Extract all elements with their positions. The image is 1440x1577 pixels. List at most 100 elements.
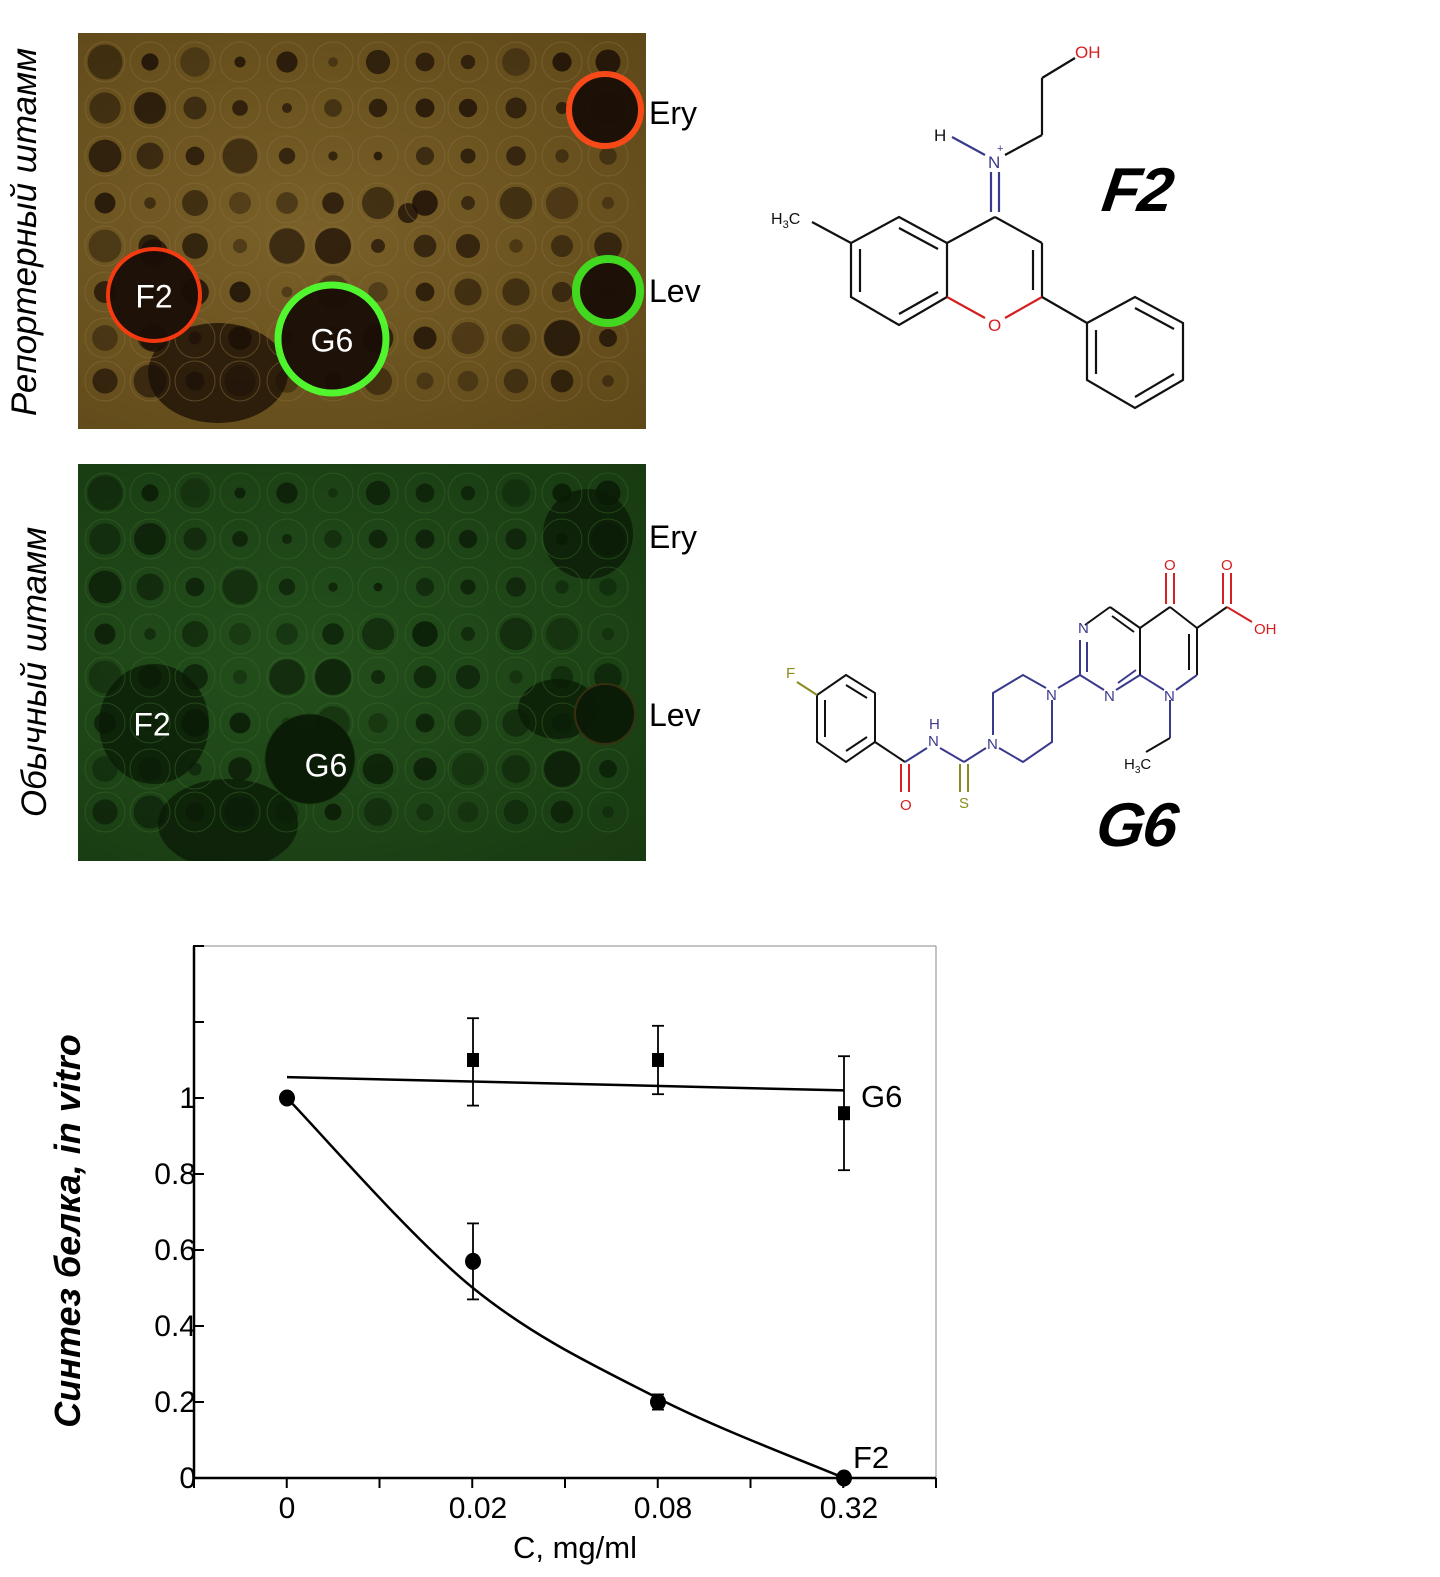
well [219,271,261,313]
well-spot [328,582,338,592]
well [541,791,583,833]
well-spot [502,479,530,507]
well [404,135,446,177]
well-spot [92,799,118,825]
well-spot [368,713,388,733]
halo [574,683,636,745]
well [174,182,216,224]
atom-oh: OH [1254,621,1277,638]
well [587,748,629,790]
well-spot [415,282,435,302]
well-spot [602,806,614,818]
well [587,791,629,833]
well [174,225,216,267]
well-spot [595,480,621,506]
well [357,566,399,608]
well-spot [509,670,523,684]
well [129,41,171,83]
y-tick-label: 0.2 [154,1386,196,1419]
well-spot [88,139,122,173]
well [404,41,446,83]
well-spot [229,712,251,734]
well [174,702,216,744]
well [495,87,537,129]
well [129,566,171,608]
well [84,135,126,177]
well [266,87,308,129]
well-spot [544,751,580,787]
well [541,41,583,83]
well [541,317,583,359]
well-spot [185,577,205,597]
well-spot [454,278,482,306]
well-spot [599,147,617,165]
well [357,702,399,744]
well [312,518,354,560]
well-spot [89,92,121,124]
atom-h: H [934,126,946,145]
well-spot [550,800,574,824]
well [541,566,583,608]
data-point-f2 [650,1393,666,1411]
series-label-f2: F2 [853,1440,889,1475]
well [129,748,171,790]
well [174,87,216,129]
well [266,182,308,224]
well-spot [328,57,338,67]
well-spot [234,487,246,499]
well [84,182,126,224]
well [312,41,354,83]
well [219,791,261,833]
atom-o: O [1164,557,1176,574]
well [266,566,308,608]
well [587,360,629,402]
well-spot [134,523,166,555]
well [174,748,216,790]
well-spot [555,149,569,163]
well-spot [361,186,395,220]
well [541,360,583,402]
well-spot [461,196,475,210]
well [174,518,216,560]
well-spot [371,239,385,253]
well-spot [324,99,342,117]
well-spot [328,151,338,161]
plate-label-g6: G6 [310,322,354,359]
data-point-f2 [836,1469,852,1487]
well [587,518,629,560]
series-label-g6: G6 [861,1079,902,1114]
well-spot [322,623,344,645]
well-spot [601,196,615,210]
well-spot [413,757,437,781]
well [174,566,216,608]
atom-n: N [1164,688,1175,705]
well-spot [502,709,530,737]
well [447,182,489,224]
well-spot [460,485,476,501]
well-spot [269,659,305,695]
well-spot [555,532,569,546]
well [541,182,583,224]
well-spot [368,282,388,302]
well-spot [281,286,293,298]
atom-n: N [1104,688,1115,705]
well [84,225,126,267]
well [404,87,446,129]
well [357,748,399,790]
well-spot [412,190,438,216]
well [404,360,446,402]
well-spot [460,54,476,70]
well [219,225,261,267]
well-spot [94,623,116,645]
well-spot [460,148,476,164]
well [219,317,261,359]
well-spot [505,528,527,550]
well [404,748,446,790]
well [84,748,126,790]
well [541,748,583,790]
well [404,656,446,698]
well [174,41,216,83]
label-ery-top: Ery [649,95,697,131]
well-spot [134,92,166,124]
well [495,791,537,833]
